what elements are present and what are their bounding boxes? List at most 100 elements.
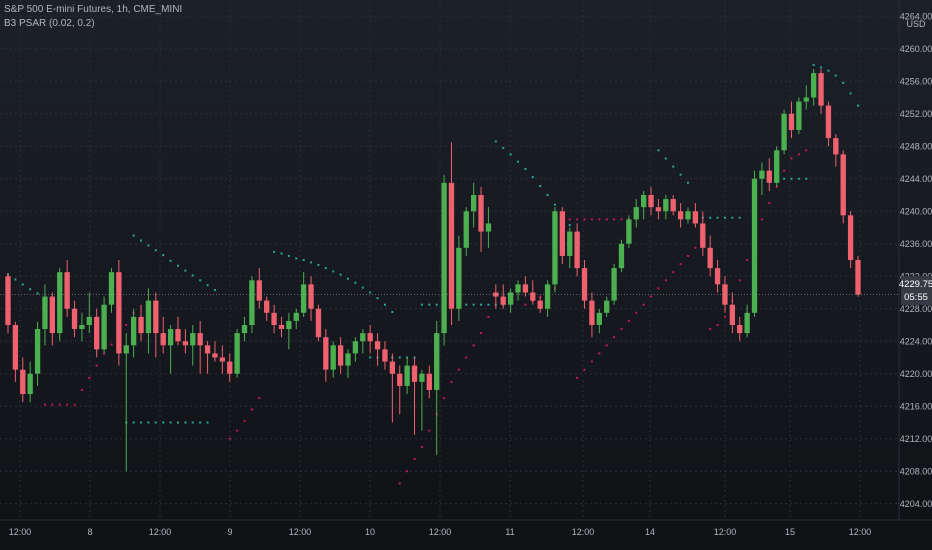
candle-body — [670, 199, 676, 212]
candle-body — [300, 284, 307, 313]
last-price-tag: 4229.75 05:55 — [899, 276, 932, 305]
candle-body — [264, 300, 270, 313]
psar-dot — [398, 482, 401, 485]
candle-body — [175, 329, 181, 342]
candle-body — [500, 296, 506, 305]
psar-dot — [760, 218, 763, 221]
psar-dot — [546, 194, 549, 196]
psar-dot — [302, 259, 305, 261]
psar-dot — [605, 218, 608, 221]
candle-body — [404, 365, 410, 386]
chart-legend[interactable]: S&P 500 E-mini Futures, 1h, CME_MINI B3 … — [4, 3, 182, 31]
psar-dot — [797, 177, 800, 180]
psar-dot — [531, 176, 534, 179]
psar-dot — [738, 279, 741, 282]
candle-body — [589, 300, 595, 325]
price-tick-label: 4212.00 — [900, 434, 932, 444]
psar-dot — [339, 273, 342, 276]
psar-dot — [147, 244, 150, 247]
price-tick-label: 4244.00 — [900, 174, 932, 184]
psar-dot — [539, 185, 542, 188]
candle-body — [796, 101, 802, 130]
psar-dot — [472, 303, 475, 306]
candle-body — [12, 325, 19, 370]
psar-dot — [672, 165, 675, 168]
psar-dot — [243, 419, 246, 422]
psar-dot — [273, 250, 276, 253]
psar-dot — [36, 292, 39, 295]
candle-body — [227, 361, 233, 374]
last-price-tag-bg — [901, 276, 932, 305]
psar-dot — [361, 286, 364, 289]
psar-dot — [790, 177, 793, 180]
candle-body — [27, 373, 33, 395]
psar-dot — [797, 153, 800, 156]
time-tick-label: 11 — [505, 527, 514, 537]
candle-body — [774, 150, 780, 183]
psar-dot — [598, 218, 601, 221]
time-tick-label: 14 — [645, 527, 655, 537]
psar-dot — [406, 470, 409, 473]
price-tick-label: 4204.00 — [900, 499, 932, 509]
psar-dot — [236, 429, 239, 432]
symbol-title[interactable]: S&P 500 E-mini Futures, 1h, CME_MINI — [4, 4, 183, 15]
psar-dot — [480, 332, 483, 335]
candle-body — [700, 223, 706, 248]
psar-dot — [317, 263, 320, 266]
candle-body — [419, 373, 425, 382]
candle-body — [663, 199, 669, 212]
candle-body — [552, 211, 558, 285]
psar-dot — [398, 356, 401, 359]
psar-dot — [110, 343, 113, 346]
psar-dot — [369, 356, 372, 359]
bar-countdown: 05:55 — [904, 292, 928, 303]
candle-body — [537, 300, 543, 309]
psar-dot — [184, 421, 187, 424]
candle-body — [190, 333, 196, 346]
psar-dot — [58, 403, 61, 406]
psar-dot — [154, 421, 157, 424]
psar-dot — [66, 403, 69, 406]
candle-body — [744, 312, 750, 334]
psar-layer — [7, 64, 859, 485]
psar-dot — [51, 403, 54, 406]
time-axis[interactable]: 12:00 8 12:00 9 12:00 10 12:00 11 12:00 14 12:00 15… — [0, 0, 932, 537]
psar-dot — [487, 303, 490, 306]
candle-body — [766, 170, 772, 183]
time-tick-label: 12:00 — [289, 527, 312, 537]
psar-dot — [88, 376, 91, 379]
candle-body — [94, 316, 100, 350]
candle-body — [116, 272, 122, 354]
psar-dot — [849, 92, 852, 95]
candle-body — [352, 341, 359, 354]
psar-dot — [191, 274, 194, 277]
psar-dot — [250, 408, 253, 411]
psar-dot — [162, 254, 165, 257]
candle-body — [160, 333, 166, 346]
candle-body — [544, 284, 551, 309]
psar-dot — [783, 177, 786, 180]
price-tick-label: 4236.00 — [900, 239, 932, 249]
candle-layer[interactable] — [5, 69, 861, 472]
indicator-title[interactable]: B3 PSAR (0.02, 0.2) — [4, 18, 95, 29]
candle-body — [382, 349, 388, 362]
candle-body — [456, 247, 462, 309]
psar-dot — [457, 368, 460, 371]
psar-dot — [842, 81, 845, 84]
candle-body — [559, 211, 566, 256]
candle-body — [781, 113, 787, 151]
candle-body — [337, 345, 344, 366]
candle-body — [271, 312, 277, 325]
psar-dot — [450, 380, 453, 383]
psar-dot — [664, 279, 667, 282]
psar-dot — [420, 445, 423, 448]
psar-dot — [553, 203, 556, 206]
candle-body — [478, 195, 484, 232]
candle-body — [219, 357, 226, 362]
price-axis[interactable]: USD 4264.00 4260.00 4256.00 4252.00 4248.00 4… — [900, 11, 932, 509]
candle-body — [345, 353, 351, 366]
price-tick-label: 4240.00 — [900, 206, 932, 216]
psar-dot — [738, 216, 741, 219]
